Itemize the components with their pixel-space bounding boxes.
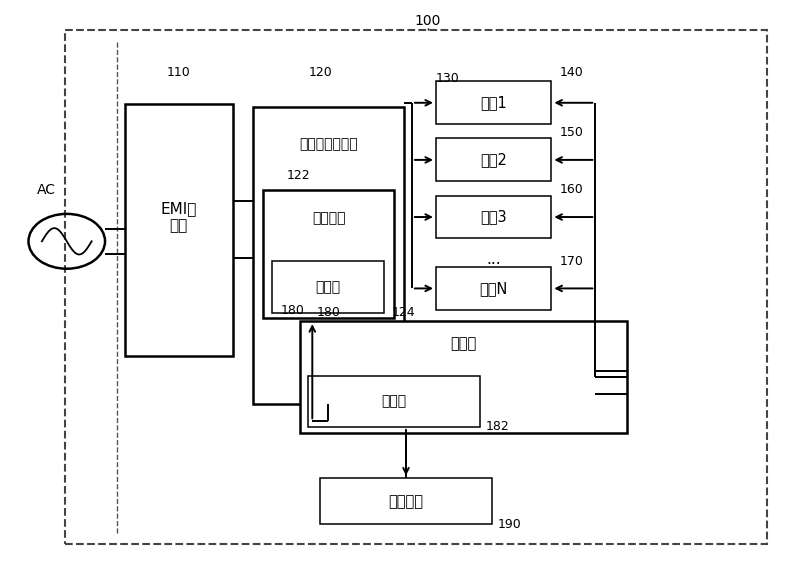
Text: 显示单元: 显示单元 bbox=[389, 494, 423, 509]
Text: 微计算机: 微计算机 bbox=[312, 211, 346, 225]
Text: 负载2: 负载2 bbox=[480, 153, 507, 168]
Text: 100: 100 bbox=[414, 14, 441, 28]
Text: 控制器: 控制器 bbox=[450, 336, 477, 351]
Text: 负载N: 负载N bbox=[479, 281, 508, 296]
Bar bbox=[273, 261, 384, 313]
Text: 负载3: 负载3 bbox=[480, 210, 507, 224]
Bar bbox=[300, 321, 627, 433]
Text: 124: 124 bbox=[392, 306, 416, 319]
Text: 存储器: 存储器 bbox=[316, 280, 341, 294]
Text: 180: 180 bbox=[316, 306, 340, 319]
Text: 160: 160 bbox=[559, 183, 583, 196]
Bar bbox=[320, 478, 492, 524]
Bar bbox=[436, 82, 551, 124]
Text: ...: ... bbox=[486, 252, 501, 267]
Text: 存储器: 存储器 bbox=[382, 394, 406, 408]
Text: 130: 130 bbox=[436, 72, 460, 85]
Bar bbox=[253, 107, 404, 404]
Text: 140: 140 bbox=[559, 66, 583, 79]
Text: 182: 182 bbox=[486, 420, 510, 433]
Text: 190: 190 bbox=[498, 518, 522, 530]
Text: 110: 110 bbox=[166, 66, 190, 79]
Bar bbox=[436, 267, 551, 310]
Text: 122: 122 bbox=[286, 169, 310, 182]
Text: 负载1: 负载1 bbox=[480, 95, 507, 110]
Text: 180: 180 bbox=[281, 304, 304, 317]
Text: 120: 120 bbox=[309, 66, 332, 79]
Bar bbox=[436, 196, 551, 238]
Bar bbox=[65, 30, 766, 544]
Text: 电弧故障断路器: 电弧故障断路器 bbox=[299, 137, 358, 151]
Text: 150: 150 bbox=[559, 126, 583, 139]
Bar bbox=[436, 138, 551, 181]
Text: AC: AC bbox=[38, 183, 56, 197]
Text: 170: 170 bbox=[559, 255, 583, 268]
Bar bbox=[308, 375, 480, 427]
Text: EMI滤
波器: EMI滤 波器 bbox=[161, 201, 197, 234]
Bar bbox=[263, 190, 394, 319]
Bar bbox=[125, 104, 233, 355]
